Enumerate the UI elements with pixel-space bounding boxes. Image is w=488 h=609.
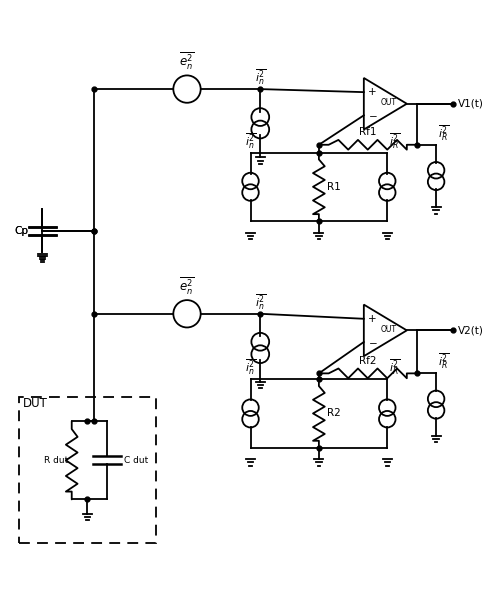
Text: +: + bbox=[368, 87, 377, 97]
Text: +: + bbox=[368, 314, 377, 324]
Text: $-$: $-$ bbox=[368, 110, 377, 121]
Text: $\overline{i_R^2}$: $\overline{i_R^2}$ bbox=[438, 124, 449, 143]
Text: Rf2: Rf2 bbox=[359, 356, 376, 365]
Text: $\overline{e_n^2}$: $\overline{e_n^2}$ bbox=[179, 51, 195, 72]
Text: OUT: OUT bbox=[381, 325, 397, 334]
Text: $\overline{i_n^2}$: $\overline{i_n^2}$ bbox=[255, 292, 266, 312]
Text: V1(t): V1(t) bbox=[458, 99, 484, 109]
Bar bbox=[19, 397, 156, 543]
Text: $\overline{i_R^2}$: $\overline{i_R^2}$ bbox=[438, 352, 449, 371]
Text: Rf1: Rf1 bbox=[359, 127, 376, 137]
Text: Cp: Cp bbox=[15, 226, 29, 236]
Text: C dut: C dut bbox=[124, 456, 149, 465]
Text: DUT: DUT bbox=[23, 397, 48, 410]
Text: $\overline{i_n^2}$: $\overline{i_n^2}$ bbox=[245, 131, 256, 150]
Text: Cp: Cp bbox=[15, 226, 29, 236]
Text: R dut: R dut bbox=[43, 456, 68, 465]
Text: $\overline{i_R^2}$: $\overline{i_R^2}$ bbox=[389, 131, 400, 150]
Text: R1: R1 bbox=[326, 181, 341, 192]
Text: $-$: $-$ bbox=[368, 337, 377, 347]
Text: $\overline{i_n^2}$: $\overline{i_n^2}$ bbox=[255, 68, 266, 87]
Text: $\overline{e_n^2}$: $\overline{e_n^2}$ bbox=[179, 276, 195, 297]
Text: $\overline{i_n^2}$: $\overline{i_n^2}$ bbox=[245, 358, 256, 378]
Text: R2: R2 bbox=[326, 409, 341, 418]
Text: V2(t): V2(t) bbox=[458, 325, 484, 336]
Text: $\overline{i_R^2}$: $\overline{i_R^2}$ bbox=[389, 358, 400, 378]
Text: OUT: OUT bbox=[381, 98, 397, 107]
